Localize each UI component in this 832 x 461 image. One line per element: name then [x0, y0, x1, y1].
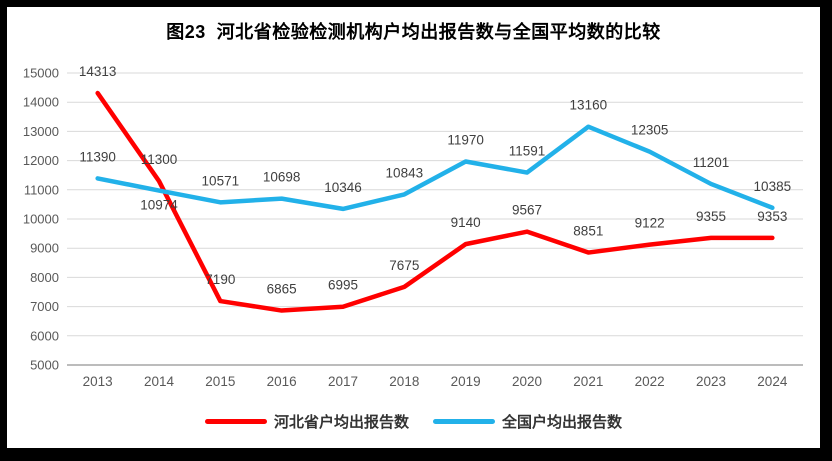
- chart-canvas: 图23 河北省检验检测机构户均出报告数与全国平均数的比较 5000 6000 700…: [7, 7, 820, 448]
- national-line-swatch: [433, 419, 495, 424]
- national-data-label: 10571: [202, 173, 240, 188]
- chart-title: 图23 河北省检验检测机构户均出报告数与全国平均数的比较: [166, 22, 661, 42]
- national-data-label: 10974: [140, 198, 178, 213]
- hebei-data-label: 7190: [205, 272, 235, 287]
- x-tick-label: 2013: [83, 374, 113, 389]
- x-tick-label: 2016: [267, 374, 297, 389]
- y-tick-label: 8000: [30, 270, 59, 285]
- hebei-data-label: 9355: [696, 209, 726, 224]
- hebei-data-label: 8851: [573, 224, 603, 239]
- hebei-data-label: 6865: [267, 282, 297, 297]
- hebei-data-label: 6995: [328, 278, 358, 293]
- hebei-line-swatch: [204, 419, 267, 424]
- x-tick-label: 2018: [389, 374, 419, 389]
- legend-label-hebei: 河北省户均出报告数: [273, 414, 409, 431]
- national-data-label: 11390: [79, 149, 116, 164]
- national-data-label: 11970: [447, 132, 484, 147]
- y-tick-label: 11000: [24, 182, 59, 197]
- legend-label-national: 全国户均出报告数: [502, 414, 623, 431]
- hebei-data-label: 14313: [79, 64, 117, 79]
- hebei-data-label: 11300: [141, 152, 178, 167]
- x-tick-label: 2023: [696, 374, 726, 389]
- hebei-data-label: 7675: [389, 258, 419, 273]
- x-tick-label: 2022: [635, 374, 665, 389]
- y-tick-label: 14000: [23, 95, 59, 110]
- x-tick-label: 2015: [205, 374, 235, 389]
- hebei-data-label: 9567: [512, 203, 542, 218]
- x-tick-label: 2020: [512, 374, 542, 389]
- line-chart: 5000 6000 7000 8000 9000 10000 11000 12000 13000…: [23, 64, 803, 389]
- y-tick-label: 7000: [30, 299, 59, 314]
- x-tick-label: 2017: [328, 374, 358, 389]
- x-tick-label: 2021: [573, 374, 603, 389]
- y-tick-label: 12000: [23, 153, 59, 168]
- y-tick-label: 15000: [23, 66, 59, 81]
- national-data-label: 11201: [693, 155, 730, 170]
- chart-legend: 河北省户均出报告数 全国户均出报告数: [7, 411, 820, 432]
- hebei-series-line: [95, 90, 775, 313]
- national-data-label: 11591: [509, 144, 546, 159]
- national-data-label: 10843: [386, 165, 424, 180]
- x-tick-label: 2024: [757, 374, 788, 389]
- national-data-label: 10385: [754, 179, 792, 194]
- y-tick-label: 5000: [30, 358, 59, 373]
- x-tick-label: 2014: [144, 374, 175, 389]
- national-series-line: [95, 124, 775, 212]
- national-data-label: 12305: [631, 123, 669, 138]
- legend-item-hebei: 河北省户均出报告数: [204, 411, 409, 432]
- national-data-label: 10698: [263, 170, 301, 185]
- national-data-label: 10346: [324, 180, 362, 195]
- y-tick-label: 13000: [23, 124, 59, 139]
- legend-item-national: 全国户均出报告数: [433, 411, 622, 432]
- national-data-label: 13160: [570, 98, 608, 113]
- y-tick-label: 10000: [23, 212, 59, 227]
- y-tick-label: 9000: [30, 241, 59, 256]
- hebei-data-label: 9353: [757, 209, 787, 224]
- y-tick-label: 6000: [30, 328, 59, 343]
- hebei-data-label: 9140: [451, 215, 481, 230]
- x-tick-label: 2019: [451, 374, 481, 389]
- hebei-data-label: 9122: [635, 216, 665, 231]
